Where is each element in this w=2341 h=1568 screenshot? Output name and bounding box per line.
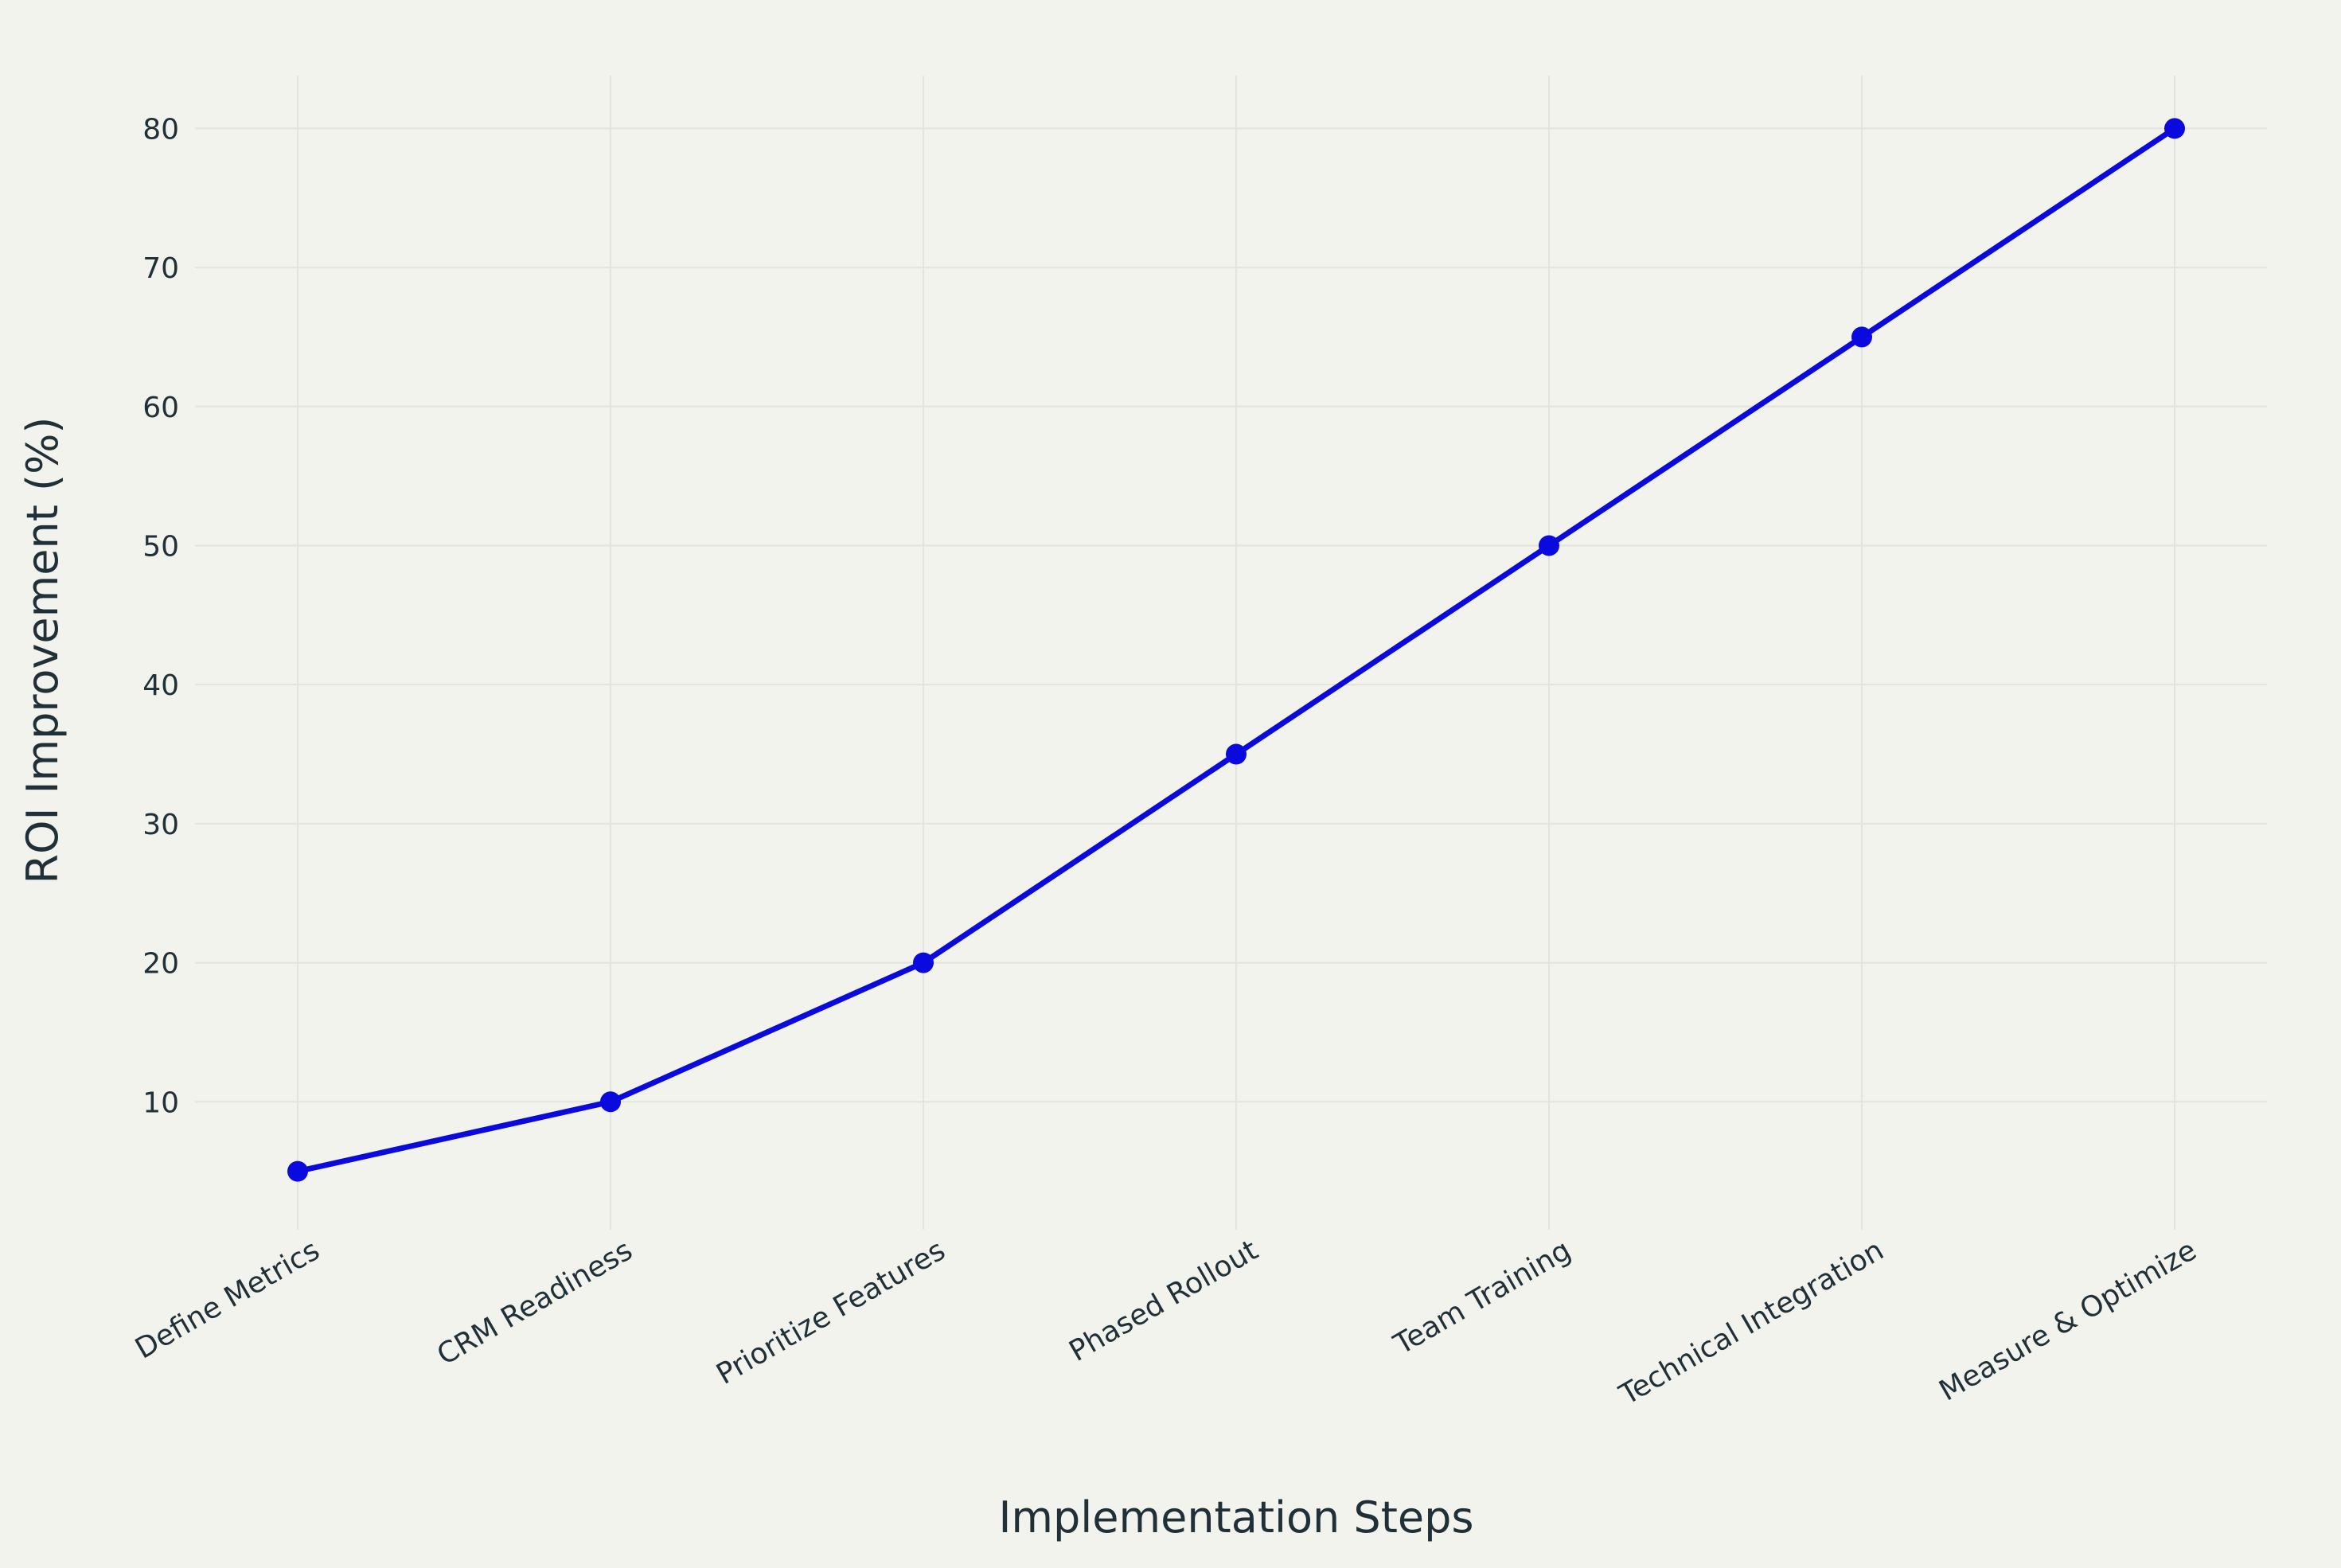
data-point: [1539, 535, 1559, 556]
y-tick-label: 80: [142, 113, 179, 146]
y-tick-label: 40: [142, 669, 179, 702]
series-layer: [287, 118, 2185, 1182]
x-axis-title: Implementation Steps: [998, 1492, 1473, 1543]
data-point: [913, 952, 934, 973]
data-point: [287, 1160, 308, 1182]
data-point: [600, 1091, 621, 1113]
y-tick-label: 70: [142, 252, 179, 285]
y-tick-label: 50: [142, 530, 179, 563]
y-tick-label: 60: [142, 392, 179, 424]
y-axis-title: ROI Improvement (%): [18, 417, 68, 884]
grid: [195, 76, 2267, 1230]
data-point: [2164, 118, 2185, 139]
y-axis-ticks: 10 20 30 40 50 60 70 80: [142, 113, 179, 1119]
y-tick-label: 20: [142, 948, 179, 981]
y-tick-label: 30: [142, 809, 179, 841]
data-point: [1226, 743, 1247, 765]
data-point: [1851, 326, 1872, 348]
y-tick-label: 10: [142, 1086, 179, 1119]
